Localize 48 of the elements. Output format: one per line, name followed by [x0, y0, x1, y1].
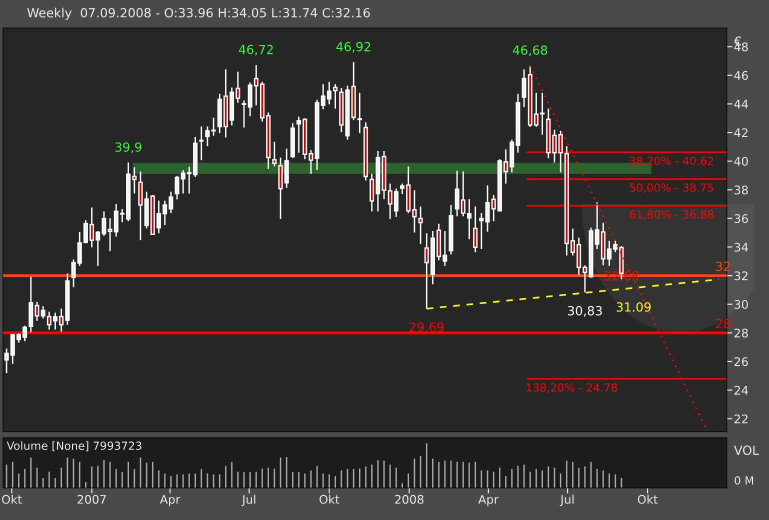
- annotation: 46,92: [336, 42, 370, 53]
- y-tick-label: 26: [734, 357, 748, 366]
- x-tick-label: 2007: [78, 494, 106, 504]
- annotation: 50,00% - 38.75: [630, 183, 714, 193]
- x-tick-label: Okt: [638, 494, 658, 504]
- x-tick-label: Okt: [320, 494, 340, 504]
- candlestick: [205, 126, 210, 147]
- annotation: 138,20% - 24.78: [526, 383, 617, 393]
- y-axis-title: VOL: [734, 446, 760, 456]
- y-tick-label: 22: [734, 414, 748, 424]
- x-tick-label: Jul: [241, 494, 256, 506]
- x-tick-label: Apr: [160, 495, 180, 506]
- annotation: 31.09: [616, 302, 651, 312]
- chart-title: Volume [None] 7993723: [6, 441, 142, 452]
- x-tick-label: Apr: [478, 495, 499, 506]
- y-tick-label: 28: [734, 328, 748, 338]
- chart-title: Weekly 07.09.2008 - O:33.96 H:34.05 L:31.74 C:32.16: [27, 8, 370, 20]
- annotation: 30,83: [568, 306, 602, 317]
- candlestick: [357, 92, 362, 134]
- y-tick-label: 24: [734, 386, 748, 395]
- y-tick-label: 32: [734, 271, 748, 280]
- text: 0 M: [734, 476, 754, 485]
- annotation: 46,72: [238, 44, 273, 56]
- annotation: 32,68: [604, 271, 639, 282]
- y-tick-label: 40: [734, 156, 748, 166]
- candlestick: [418, 206, 423, 245]
- candlestick: [211, 117, 216, 136]
- ref-line-label: 32: [716, 262, 730, 272]
- annotation: 29,69: [410, 322, 444, 334]
- x-tick-label: 2008: [395, 494, 424, 504]
- y-tick-label: 36: [734, 214, 748, 224]
- y-tick-label: 42: [734, 128, 748, 138]
- y-tick-label: 38: [734, 185, 748, 194]
- annotation: 38,20% - 40.62: [630, 156, 714, 166]
- y-tick-label: 34: [734, 242, 748, 252]
- annotation: 46,68: [512, 45, 548, 56]
- ref-line-label: 28: [716, 318, 730, 328]
- annotation: 61,80% - 36.88: [630, 210, 714, 220]
- candlestick: [199, 126, 204, 161]
- annotation: 39,9: [115, 142, 142, 154]
- y-tick-label: 30: [734, 300, 748, 309]
- x-tick-label: Jul: [560, 494, 574, 506]
- y-tick-label: 44: [734, 100, 748, 108]
- x-tick-label: Okt: [2, 494, 22, 504]
- candlestick: [479, 212, 484, 250]
- y-tick-label: 46: [734, 71, 748, 80]
- candlestick: [272, 141, 277, 168]
- candlestick: [473, 206, 478, 253]
